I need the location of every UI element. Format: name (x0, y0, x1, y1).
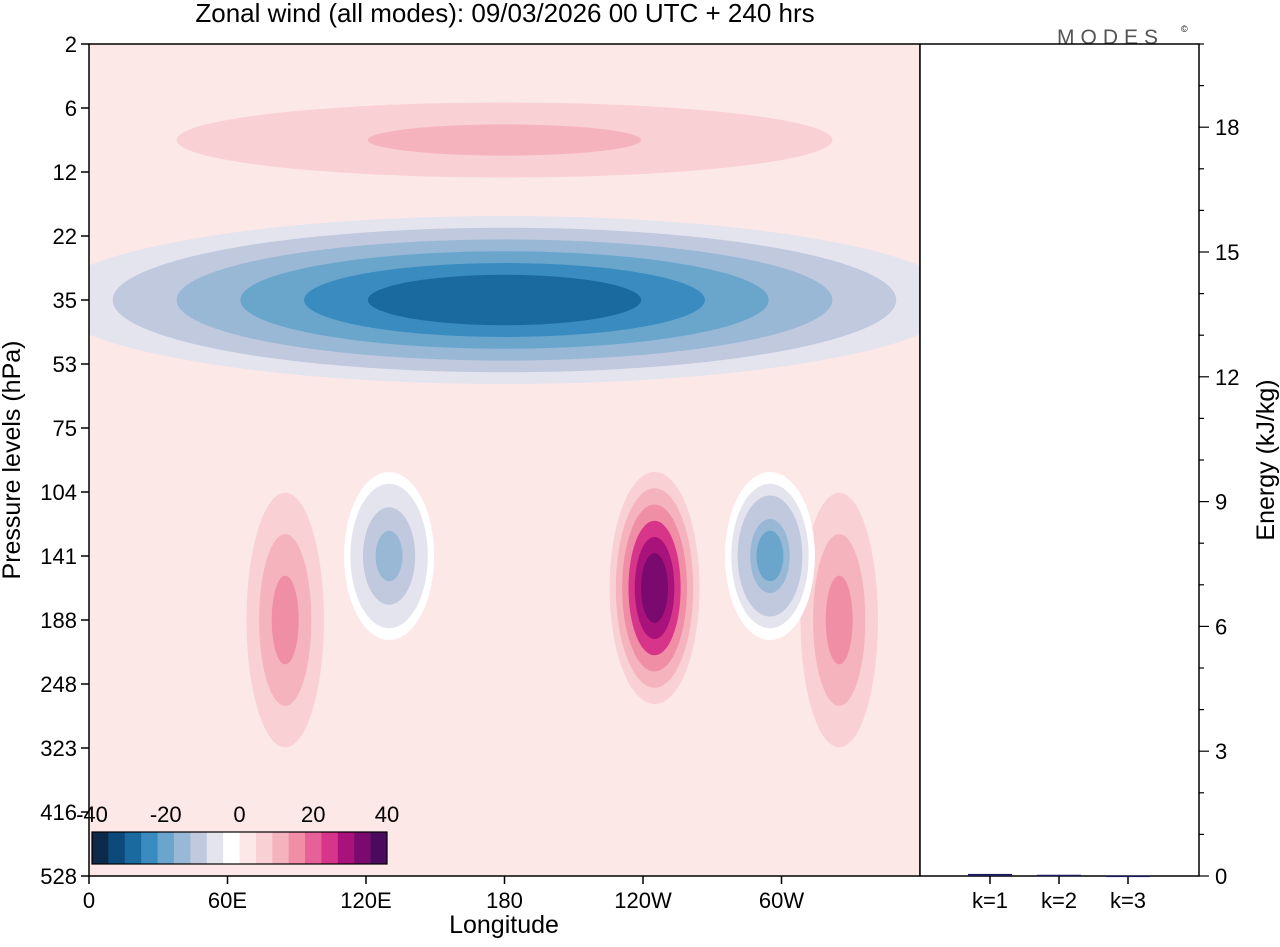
energy-category-label: k=3 (1110, 888, 1146, 913)
colorbar-swatch (124, 832, 142, 864)
energy-tick-label: 18 (1215, 115, 1239, 140)
x-tick-label: 120E (340, 888, 391, 913)
heatmap-contour (367, 124, 642, 156)
heatmap-feature (794, 472, 885, 768)
y-tick-label: 528 (40, 864, 77, 889)
colorbar-swatch (190, 832, 208, 864)
x-tick-label: 60E (208, 888, 247, 913)
heatmap-feature (240, 472, 331, 768)
y-tick-label: 323 (40, 736, 77, 761)
colorbar-swatch (92, 832, 109, 864)
y-tick-label: 22 (53, 224, 77, 249)
x-tick-label: 180 (486, 888, 523, 913)
energy-bar (1106, 875, 1150, 878)
heatmap-contour (756, 530, 784, 582)
heatmap-contour (825, 575, 853, 665)
colorbar-swatch (173, 832, 191, 864)
colorbar-tick-label: 40 (375, 802, 399, 827)
colorbar-tick-label: 20 (301, 802, 325, 827)
y-tick-label: 416 (40, 800, 77, 825)
energy-tick-label: 0 (1215, 864, 1227, 889)
x-tick-label: 0 (83, 888, 95, 913)
heatmap-contour (375, 530, 403, 582)
y-tick-label: 248 (40, 672, 77, 697)
chart-title: Zonal wind (all modes): 09/03/2026 00 UT… (195, 0, 814, 28)
y-tick-label: 6 (65, 96, 77, 121)
energy-bar (1037, 874, 1081, 877)
colorbar-swatch (321, 832, 339, 864)
colorbar-swatch (354, 832, 372, 864)
colorbar-swatch (305, 832, 322, 864)
heatmap-contour (367, 274, 642, 326)
energy-category-label: k=2 (1041, 888, 1077, 913)
colorbar-swatch (337, 832, 355, 864)
heatmap-contour (271, 575, 299, 665)
y-tick-label: 2 (65, 32, 77, 57)
colorbar-swatch (288, 832, 306, 864)
energy-panel-frame (919, 43, 1200, 877)
heatmap-plot-area (89, 44, 920, 876)
y-tick-label: 104 (40, 480, 77, 505)
colorbar-swatch (370, 832, 388, 864)
energy-category-label: k=1 (972, 888, 1008, 913)
colorbar-swatch (239, 832, 257, 864)
y-tick-label: 188 (40, 608, 77, 633)
energy-tick-label: 15 (1215, 240, 1239, 265)
colorbar-swatch (223, 832, 240, 864)
colorbar: -40 -20 0 20 40 (76, 802, 399, 865)
modes-logo-mark: © (1181, 24, 1188, 34)
colorbar-swatch (255, 832, 273, 864)
energy-bars (968, 873, 1150, 878)
y-tick-label: 12 (53, 160, 77, 185)
y-tick-label: 35 (53, 288, 77, 313)
y-tick-label: 53 (53, 352, 77, 377)
colorbar-swatch (157, 832, 175, 864)
energy-tick-label: 3 (1215, 739, 1227, 764)
colorbar-swatch (108, 832, 126, 864)
heatmap-feature (609, 472, 700, 704)
energy-tick-label: 6 (1215, 614, 1227, 639)
heatmap-feature (89, 88, 920, 192)
energy-tick-label: 9 (1215, 490, 1227, 515)
colorbar-tick-label: -40 (76, 802, 108, 827)
energy-bar (968, 873, 1012, 876)
heatmap-feature (344, 472, 435, 640)
y-tick-label: 75 (53, 416, 77, 441)
heatmap-feature (89, 216, 920, 384)
colorbar-swatch (141, 832, 159, 864)
x-axis-label: Longitude (449, 911, 559, 939)
y-axis-label: Pressure levels (hPa) (0, 341, 26, 580)
colorbar-frame (91, 831, 388, 865)
x-tick-label: 120W (614, 888, 672, 913)
colorbar-swatch (272, 832, 290, 864)
colorbar-swatch (206, 832, 224, 864)
energy-tick-label: 12 (1215, 365, 1239, 390)
colorbar-tick-label: -20 (150, 802, 182, 827)
y-tick-label: 141 (40, 544, 77, 569)
colorbar-tick-label: 0 (233, 802, 245, 827)
x-tick-label: 60W (759, 888, 804, 913)
heatmap-contour (641, 553, 669, 623)
energy-axis-label: Energy (kJ/kg) (1252, 379, 1280, 540)
heatmap-feature (724, 472, 815, 640)
